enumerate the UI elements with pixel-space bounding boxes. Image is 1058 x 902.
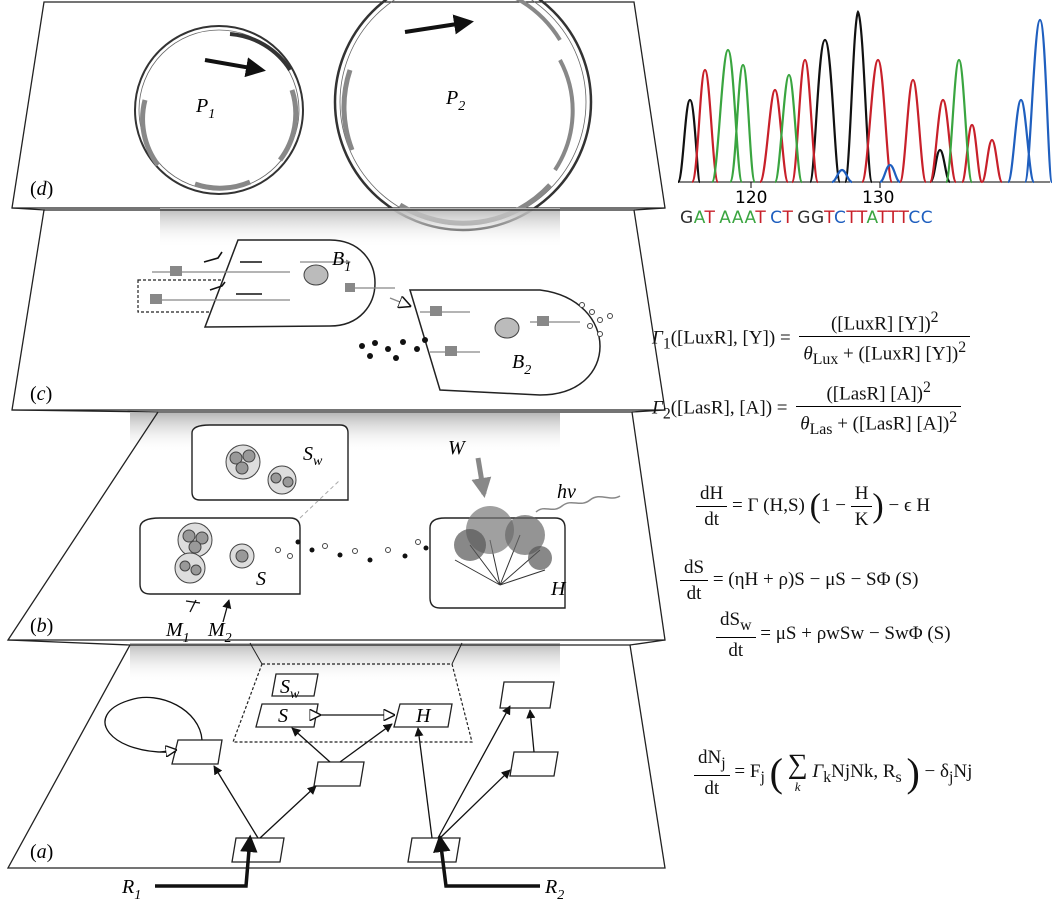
- label-b2: B2: [512, 351, 531, 378]
- label-p1: P1: [195, 95, 215, 122]
- layer-b: Sw S H W hν M1 M2 (b): [6, 409, 666, 646]
- sequence-base: G: [810, 208, 825, 228]
- layer-a: Sw S H R1 R2 (a): [6, 639, 666, 902]
- net-label-sw: Sw: [280, 676, 300, 702]
- sequence-base: C: [833, 208, 847, 228]
- sequence-base: T: [704, 208, 716, 228]
- shrub-illustration: [454, 506, 552, 586]
- label-r2: R2: [544, 876, 564, 902]
- net-label-h: H: [415, 705, 432, 727]
- label-p2: P2: [445, 87, 465, 114]
- sequence-base: C: [770, 208, 783, 228]
- sequence-base: A: [693, 208, 705, 228]
- label-hv: hν: [557, 481, 576, 503]
- sequence-base: T: [856, 208, 867, 228]
- equation-dSw: dSw dt = μS + ρwSw − SwΦ (S): [716, 610, 951, 660]
- label-m2: M2: [207, 619, 232, 646]
- label-b1: B1: [332, 248, 351, 275]
- label-r1: R1: [121, 876, 141, 902]
- sequence-base: A: [744, 208, 756, 228]
- tick-120: 120: [735, 188, 767, 208]
- node-r1-entry: [231, 837, 285, 863]
- panel-label-b: (b): [30, 615, 53, 637]
- sequence-base: T: [824, 208, 834, 228]
- sequence-base: C: [920, 208, 934, 228]
- dna-sequence: GAT AAAT CT GGTCTTATTTCC: [680, 208, 933, 228]
- equation-gamma1: Γ1([LuxR], [Y]) = ([LuxR] [Y])2 θLux + ([…: [652, 310, 971, 368]
- node-a: [171, 739, 223, 765]
- equation-dS: dS dt = (ηH + ρ)S − μS − SΦ (S): [680, 558, 918, 603]
- sequence-base: G: [797, 208, 811, 228]
- node-c: [499, 681, 555, 709]
- node-r2-entry: [407, 837, 461, 863]
- panel-label-a: (a): [30, 841, 53, 863]
- panel-label-d: (d): [30, 178, 53, 200]
- net-label-s: S: [278, 705, 288, 727]
- node-d: [509, 751, 559, 777]
- node-h: [393, 703, 453, 728]
- sequence-base: C: [908, 208, 921, 228]
- sequence-base: T: [846, 208, 857, 228]
- tick-130: 130: [862, 188, 894, 208]
- sequence-base: T: [877, 208, 888, 228]
- sequence-base: A: [731, 208, 745, 228]
- layer-d: P1 P2 (d): [11, 0, 666, 232]
- sequence-base: T: [755, 208, 767, 228]
- equation-gamma2: Γ2([LasR], [A]) = ([LasR] [A])2 θLas + ([…: [652, 380, 962, 438]
- sequence-base: A: [866, 208, 878, 228]
- plasmid-p1: [134, 25, 304, 195]
- label-w: W: [448, 437, 467, 459]
- node-b: [313, 761, 365, 787]
- chromatogram: 120 130: [676, 10, 1054, 208]
- node-s: [255, 703, 319, 728]
- sequence-base: A: [719, 208, 732, 228]
- sequence-base: T: [898, 208, 909, 228]
- equation-dN: dNj dt = Fj ( ∑ k ΓkNjNk, Rs ) − δjNj: [694, 748, 972, 798]
- sequence-base: G: [680, 208, 694, 228]
- layer-c: B1 B2 (c): [11, 207, 666, 411]
- equation-dH: dH dt = Γ (H,S) (1 − H K) − ϵ H: [696, 484, 930, 529]
- label-s: S: [256, 568, 266, 590]
- label-h: H: [550, 578, 567, 600]
- label-m1: M1: [165, 619, 190, 646]
- panel-label-c: (c): [30, 383, 52, 405]
- node-sw: [271, 673, 319, 697]
- sequence-base: T: [782, 208, 794, 228]
- sequence-base: T: [887, 208, 899, 228]
- label-sw: Sw: [303, 443, 323, 469]
